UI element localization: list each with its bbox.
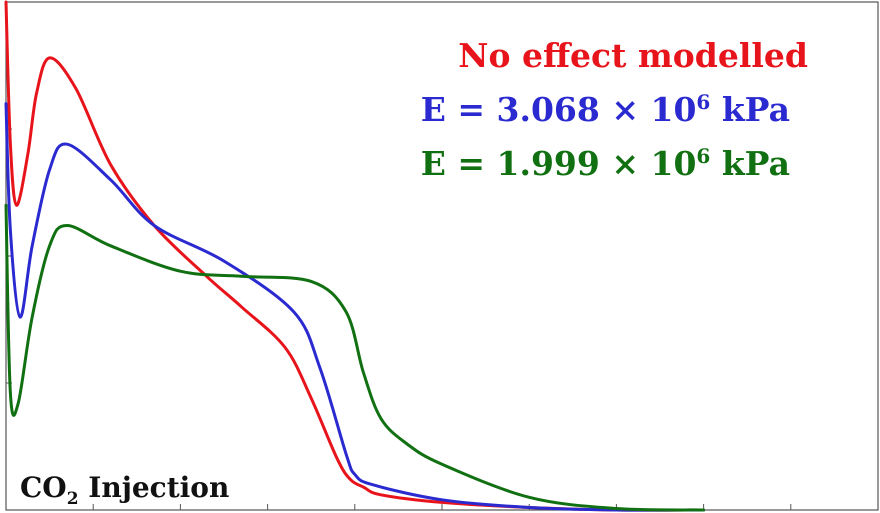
series-layer [4, 0, 706, 512]
legend-entry-e-1999-exponent: 6 [696, 144, 710, 168]
plot-frame [5, 1, 879, 511]
legend-entry-e-1999: E = 1.999 × 106 kPa [421, 144, 790, 183]
legend-entry-e-1999-unit: kPa [710, 144, 790, 183]
series-line-1 [4, 102, 706, 512]
legend-entry-e-1999-base: E = 1.999 × 10 [421, 144, 697, 183]
co2-injection-label: CO2 Injection [20, 471, 229, 509]
legend: No effect modelled E = 3.068 × 106 kPa E… [421, 36, 808, 183]
co2-injection-label-main: CO [20, 471, 67, 504]
legend-entry-e-3068-exponent: 6 [696, 90, 710, 114]
legend-entry-no-effect: No effect modelled [458, 36, 808, 75]
co2-injection-label-subscript: 2 [67, 489, 79, 509]
legend-entry-e-3068-unit: kPa [710, 90, 790, 129]
legend-entry-e-3068: E = 3.068 × 106 kPa [421, 90, 790, 129]
legend-entry-e-3068-base: E = 3.068 × 10 [421, 90, 697, 129]
co2-injection-label-rest: Injection [79, 471, 230, 504]
series-line-0 [4, 0, 706, 512]
series-line-2 [4, 203, 706, 512]
